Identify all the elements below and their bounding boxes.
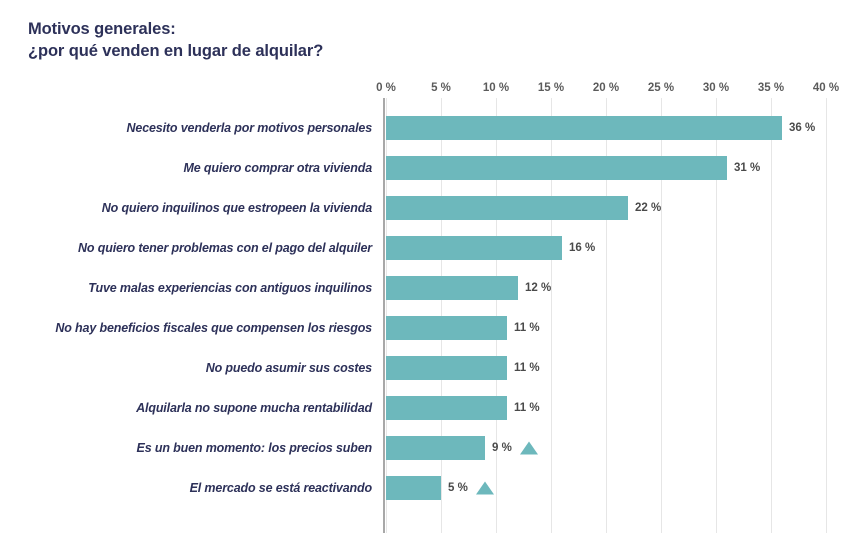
bar[interactable] (386, 316, 507, 340)
bar-value-label: 22 % (635, 202, 662, 214)
x-tick-25: 25 % (647, 82, 675, 94)
x-tick-30: 30 % (702, 82, 730, 94)
bar-row: No hay beneficios fiscales que compensen… (0, 316, 858, 340)
x-tick-5: 5 % (431, 82, 451, 94)
category-label: Tuve malas experiencias con antiguos inq… (88, 281, 372, 295)
bar-value-label: 11 % (514, 322, 540, 334)
category-label: No quiero inquilinos que estropeen la vi… (101, 201, 372, 215)
category-label: No puedo asumir sus costes (205, 361, 372, 375)
bar[interactable] (386, 236, 562, 260)
title-line-2: ¿por qué venden en lugar de alquilar? (28, 42, 324, 60)
page-title: Motivos generales: ¿por qué venden en lu… (28, 18, 628, 62)
bar-row: Alquilarla no supone mucha rentabilidad 1… (0, 396, 858, 420)
bar-row: No puedo asumir sus costes 11 % (0, 356, 858, 380)
bar-row: Me quiero comprar otra vivienda 31 % (0, 156, 858, 180)
trend-up-triangle-icon (519, 441, 538, 455)
bar-row: Tuve malas experiencias con antiguos inq… (0, 276, 858, 300)
category-label: Es un buen momento: los precios suben (136, 441, 373, 455)
bar-row: Es un buen momento: los precios suben 9 % (0, 436, 858, 460)
y-axis-line (383, 98, 385, 533)
bar[interactable] (386, 396, 507, 420)
bar-value-label: 11 % (514, 402, 540, 414)
gridline-10 (496, 98, 497, 533)
x-tick-10: 10 % (482, 82, 510, 94)
bar-row: No quiero inquilinos que estropeen la vi… (0, 196, 858, 220)
gridline-40 (826, 98, 827, 533)
gridline-0 (386, 98, 387, 533)
bar-value-label: 11 % (514, 362, 540, 374)
bar[interactable] (386, 276, 518, 300)
gridline-15 (551, 98, 552, 533)
bar[interactable] (386, 196, 628, 220)
bar-value-label: 36 % (789, 122, 816, 134)
bar[interactable] (386, 356, 507, 380)
bar-value-label: 9 % (492, 442, 512, 454)
trend-up-triangle-icon (475, 481, 494, 495)
x-tick-0: 0 % (376, 82, 396, 94)
x-tick-40: 40 % (812, 82, 840, 94)
x-tick-35: 35 % (757, 82, 785, 94)
x-tick-20: 20 % (592, 82, 620, 94)
bar-row: No quiero tener problemas con el pago de… (0, 236, 858, 260)
bar-value-label: 16 % (569, 242, 596, 254)
title-line-1: Motivos generales: (28, 20, 176, 38)
gridline-35 (771, 98, 772, 533)
plot-area (386, 98, 827, 533)
gridline-5 (441, 98, 442, 533)
category-label: No hay beneficios fiscales que compensen… (55, 321, 372, 335)
category-label: Me quiero comprar otra vivienda (183, 161, 373, 175)
bar[interactable] (386, 436, 485, 460)
bar-row: Necesito venderla por motivos personales… (0, 116, 858, 140)
gridline-30 (716, 98, 717, 533)
bar-value-label: 31 % (734, 162, 761, 174)
bar[interactable] (386, 116, 782, 140)
bar-value-label: 12 % (525, 282, 552, 294)
bar-value-label: 5 % (448, 482, 468, 494)
category-label: No quiero tener problemas con el pago de… (78, 241, 372, 255)
bar[interactable] (386, 476, 441, 500)
x-tick-15: 15 % (537, 82, 565, 94)
category-label: Necesito venderla por motivos personales (126, 121, 373, 135)
bar-row: El mercado se está reactivando 5 % (0, 476, 858, 500)
category-label: El mercado se está reactivando (189, 481, 373, 495)
bar[interactable] (386, 156, 727, 180)
gridline-20 (606, 98, 607, 533)
category-label: Alquilarla no supone mucha rentabilidad (136, 401, 372, 415)
x-axis-tick-labels: 0 % 5 % 10 % 15 % 20 % 25 % 30 % 35 % 40 % (376, 82, 839, 98)
gridline-25 (661, 98, 662, 533)
